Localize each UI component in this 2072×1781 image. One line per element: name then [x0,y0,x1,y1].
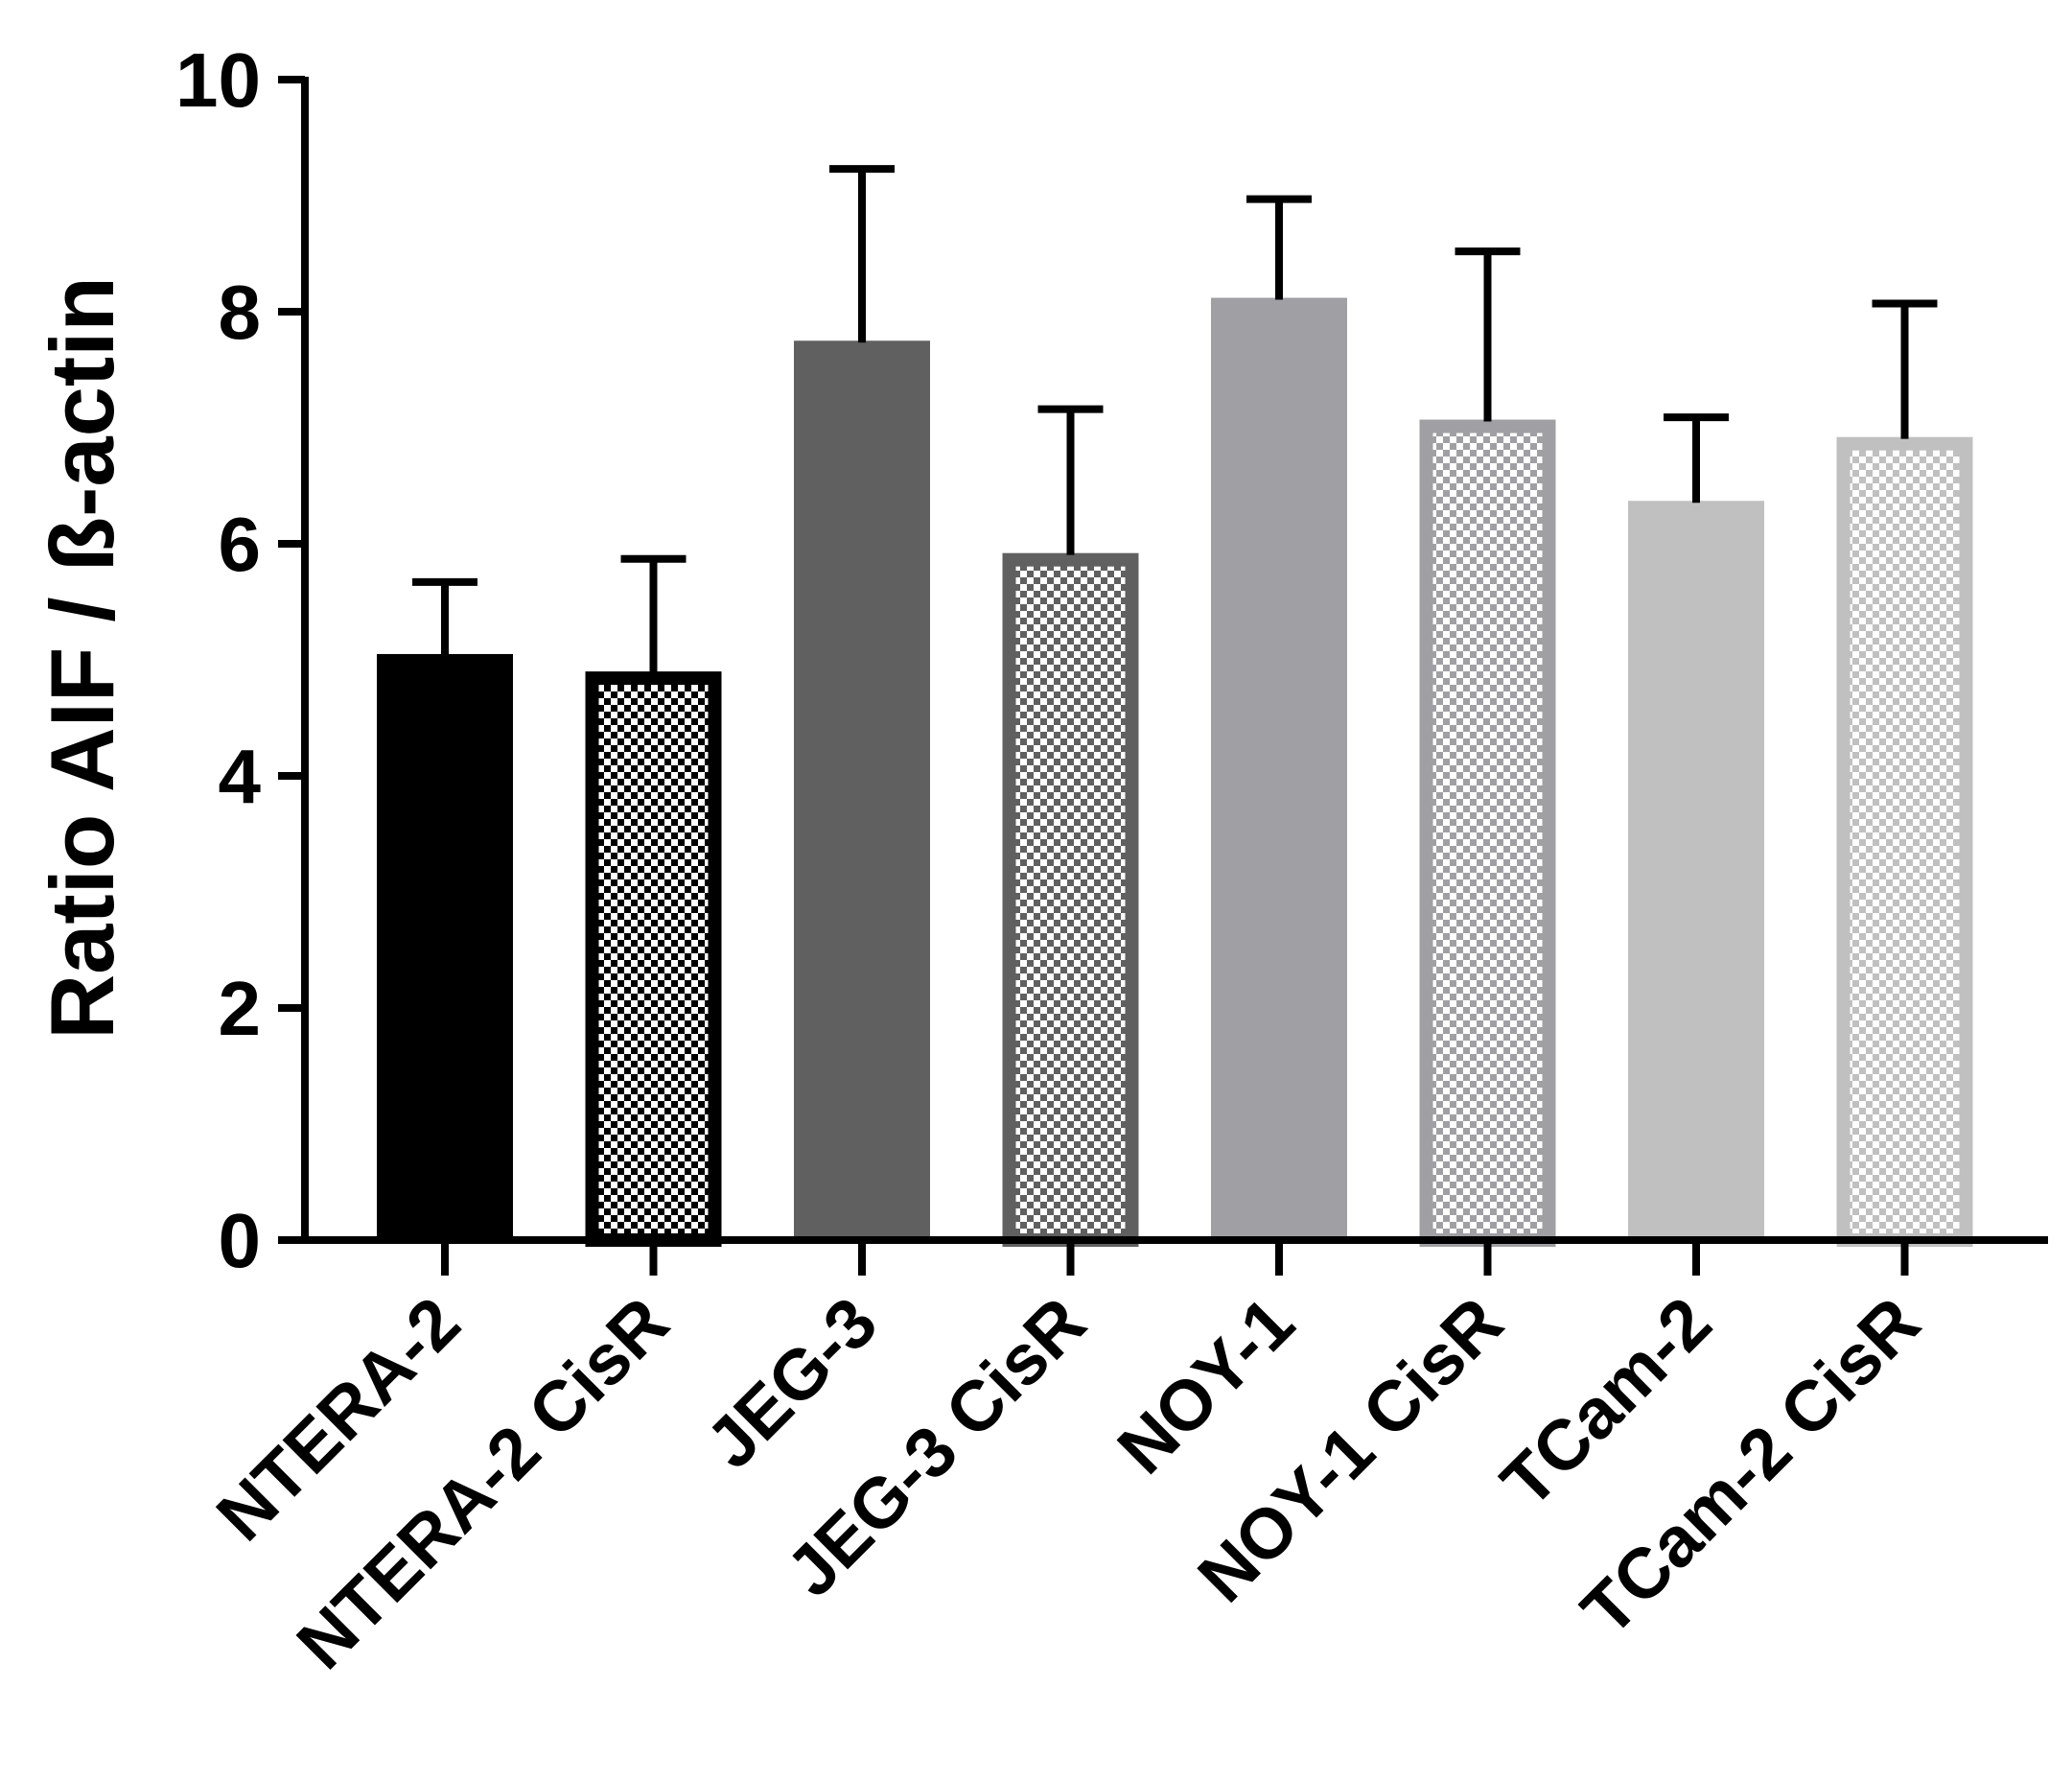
y-axis-title: Ratio AIF / ß-actin [32,276,132,1040]
y-tick-label: 6 [219,502,262,587]
bar [585,671,722,1247]
x-tick-label: JEG-3 [690,1282,892,1484]
y-tick-label: 0 [219,1198,262,1283]
bar [1419,419,1556,1247]
bar [377,653,513,1240]
y-ticks-layer: 0 2 4 6 8 10 [175,37,305,1283]
x-tick-label: NOY-1 [1103,1282,1310,1489]
bar [794,340,930,1240]
axes-layer [301,77,2048,1244]
x-tick-label: NTERA-2 CisR [282,1282,684,1684]
bar [1836,436,1973,1247]
y-tick-label: 2 [219,966,262,1051]
bar [1002,552,1139,1247]
bars-layer [377,297,1973,1247]
error-bars-layer [412,165,1938,674]
bar [1628,501,1764,1240]
y-tick-label: 8 [219,269,262,355]
y-tick-label: 10 [175,37,261,123]
y-tick-label: 4 [219,734,262,819]
bar [1211,297,1347,1241]
